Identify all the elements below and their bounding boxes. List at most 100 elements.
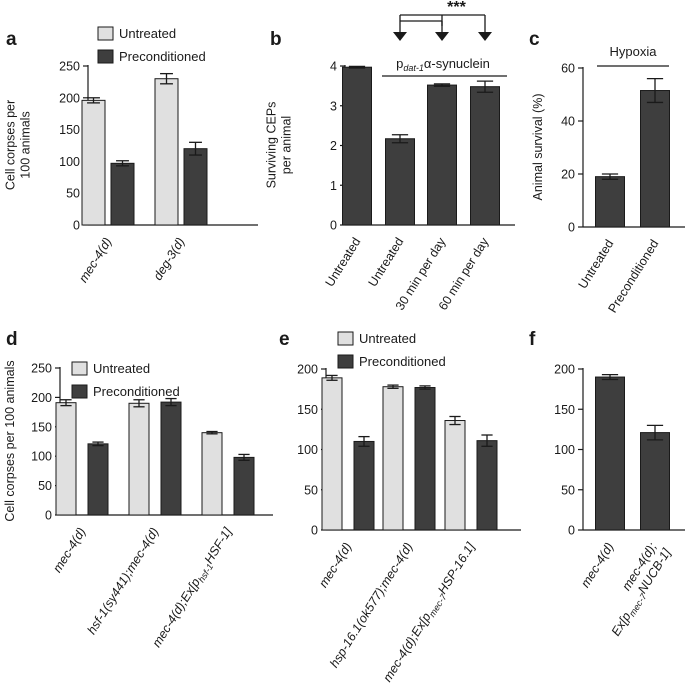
y-tick-label: 150 xyxy=(59,123,80,137)
panel-letter-a: a xyxy=(6,29,17,50)
bar-preconditioned xyxy=(476,440,498,531)
y-tick-label: 150 xyxy=(297,403,318,417)
panel-a: Untreated Preconditioned 0 50 100 150 200 250 Ce… xyxy=(4,26,258,285)
significance-stars: *** xyxy=(447,0,466,16)
y-tick-label: 50 xyxy=(66,187,80,201)
bar-untreated xyxy=(444,420,466,531)
category-label: Untreated xyxy=(366,235,407,289)
y-tick-label: 50 xyxy=(304,483,318,497)
bar-untreated xyxy=(128,402,150,516)
y-tick-label: 0 xyxy=(568,524,575,538)
y-tick-label: 0 xyxy=(311,524,318,538)
panel-c: 0 20 40 60 Animal survival (%) UntreatedPreco… xyxy=(531,44,685,315)
bar-preconditioned xyxy=(353,440,375,531)
bar-cep xyxy=(342,66,372,226)
bar-cep xyxy=(385,138,415,226)
y-tick-label: 4 xyxy=(330,60,337,74)
category-label: mec-4(d) xyxy=(316,540,354,590)
bracket-arrowhead xyxy=(435,32,449,41)
bracket-arrowhead xyxy=(478,32,492,41)
panel-letter-b: b xyxy=(270,29,282,50)
panel-b: 0 1 2 3 4 Surviving CEPs per animal Untreated Un… xyxy=(265,0,515,313)
y-tick-label: 40 xyxy=(561,115,575,129)
bar-preconditioned xyxy=(110,162,135,226)
category-label: Preconditioned xyxy=(605,237,661,315)
category-label: mec-4(d);Ex[phsf-1HSF-1] xyxy=(149,525,236,651)
y-tick-label: 0 xyxy=(568,221,575,235)
y-tick-label: 150 xyxy=(554,403,575,417)
legend-swatch xyxy=(97,26,114,41)
y-axis-title: Cell corpses per xyxy=(4,100,18,190)
y-tick-label: 250 xyxy=(59,60,80,74)
legend-label: Preconditioned xyxy=(93,384,180,399)
category-label: mec-4(d) xyxy=(76,235,114,285)
bar-untreated xyxy=(201,432,223,516)
y-tick-label: 100 xyxy=(59,155,80,169)
bar-untreated xyxy=(382,386,404,531)
legend-label: Untreated xyxy=(119,26,176,41)
y-tick-label: 100 xyxy=(554,443,575,457)
y-tick-label: 200 xyxy=(554,363,575,377)
legend-label: Untreated xyxy=(359,331,416,346)
legend-swatch xyxy=(71,384,88,399)
category-label: Untreated xyxy=(323,235,364,289)
legend-swatch xyxy=(337,354,354,369)
legend-swatch xyxy=(337,331,354,346)
y-tick-label: 60 xyxy=(561,62,575,76)
panel-letter-c: c xyxy=(529,29,540,50)
hypoxia-label: Hypoxia xyxy=(610,44,658,59)
panel-letter-e: e xyxy=(279,329,290,350)
legend-label: Preconditioned xyxy=(359,354,446,369)
bar-preconditioned xyxy=(87,443,109,516)
bar-survival xyxy=(640,90,670,228)
y-tick-label: 3 xyxy=(330,99,337,113)
y-axis-title: 100 animals xyxy=(19,111,33,178)
y-tick-label: 1 xyxy=(330,179,337,193)
bar-untreated xyxy=(55,402,77,516)
legend-swatch xyxy=(97,49,114,64)
y-tick-label: 250 xyxy=(31,362,52,376)
y-tick-label: 2 xyxy=(330,139,337,153)
bar-untreated xyxy=(154,78,179,226)
category-label: mec-4(d) xyxy=(50,525,88,575)
category-label: hsf-1(sy441);mec-4(d) xyxy=(85,525,162,637)
bar-survival xyxy=(595,176,625,228)
category-label: mec-4(d) xyxy=(578,540,616,590)
bar-preconditioned xyxy=(183,148,208,226)
y-axis-title: Animal survival (%) xyxy=(531,94,545,201)
panel-d: Untreated Preconditioned 0 50 100 150 200 250 Ce… xyxy=(3,360,273,650)
bracket-arrowhead xyxy=(393,32,407,41)
y-tick-label: 50 xyxy=(561,483,575,497)
y-axis-title: Surviving CEPs xyxy=(265,102,279,189)
panel-letter-d: d xyxy=(6,329,18,350)
bracket-label: pdat-1α-synuclein xyxy=(396,56,490,73)
y-tick-label: 20 xyxy=(561,168,575,182)
panel-letter-f: f xyxy=(529,329,536,350)
bar-untreated xyxy=(321,377,343,531)
y-axis-title: Cell corpses per 100 animals xyxy=(3,360,17,521)
y-tick-label: 0 xyxy=(45,509,52,523)
y-tick-label: 200 xyxy=(59,91,80,105)
y-tick-label: 150 xyxy=(31,420,52,434)
category-label: deg-3(d) xyxy=(151,235,188,282)
bar-cep xyxy=(427,84,457,226)
category-label: Untreated xyxy=(576,237,617,291)
y-tick-label: 100 xyxy=(297,443,318,457)
legend-label: Untreated xyxy=(93,361,150,376)
bar-cep xyxy=(470,86,500,226)
bar-preconditioned xyxy=(233,456,255,516)
y-tick-label: 50 xyxy=(38,479,52,493)
bar-f xyxy=(595,376,625,531)
y-axis-title: per animal xyxy=(280,116,294,174)
bar-preconditioned xyxy=(414,387,436,531)
y-tick-label: 200 xyxy=(297,363,318,377)
y-tick-label: 0 xyxy=(73,219,80,233)
legend-swatch xyxy=(71,361,88,376)
legend-label: Preconditioned xyxy=(119,49,206,64)
bar-untreated xyxy=(81,99,106,226)
y-tick-label: 0 xyxy=(330,219,337,233)
panel-e: Untreated Preconditioned 0 50 100 150 200 mec-4… xyxy=(297,331,521,684)
bar-f xyxy=(640,432,670,531)
